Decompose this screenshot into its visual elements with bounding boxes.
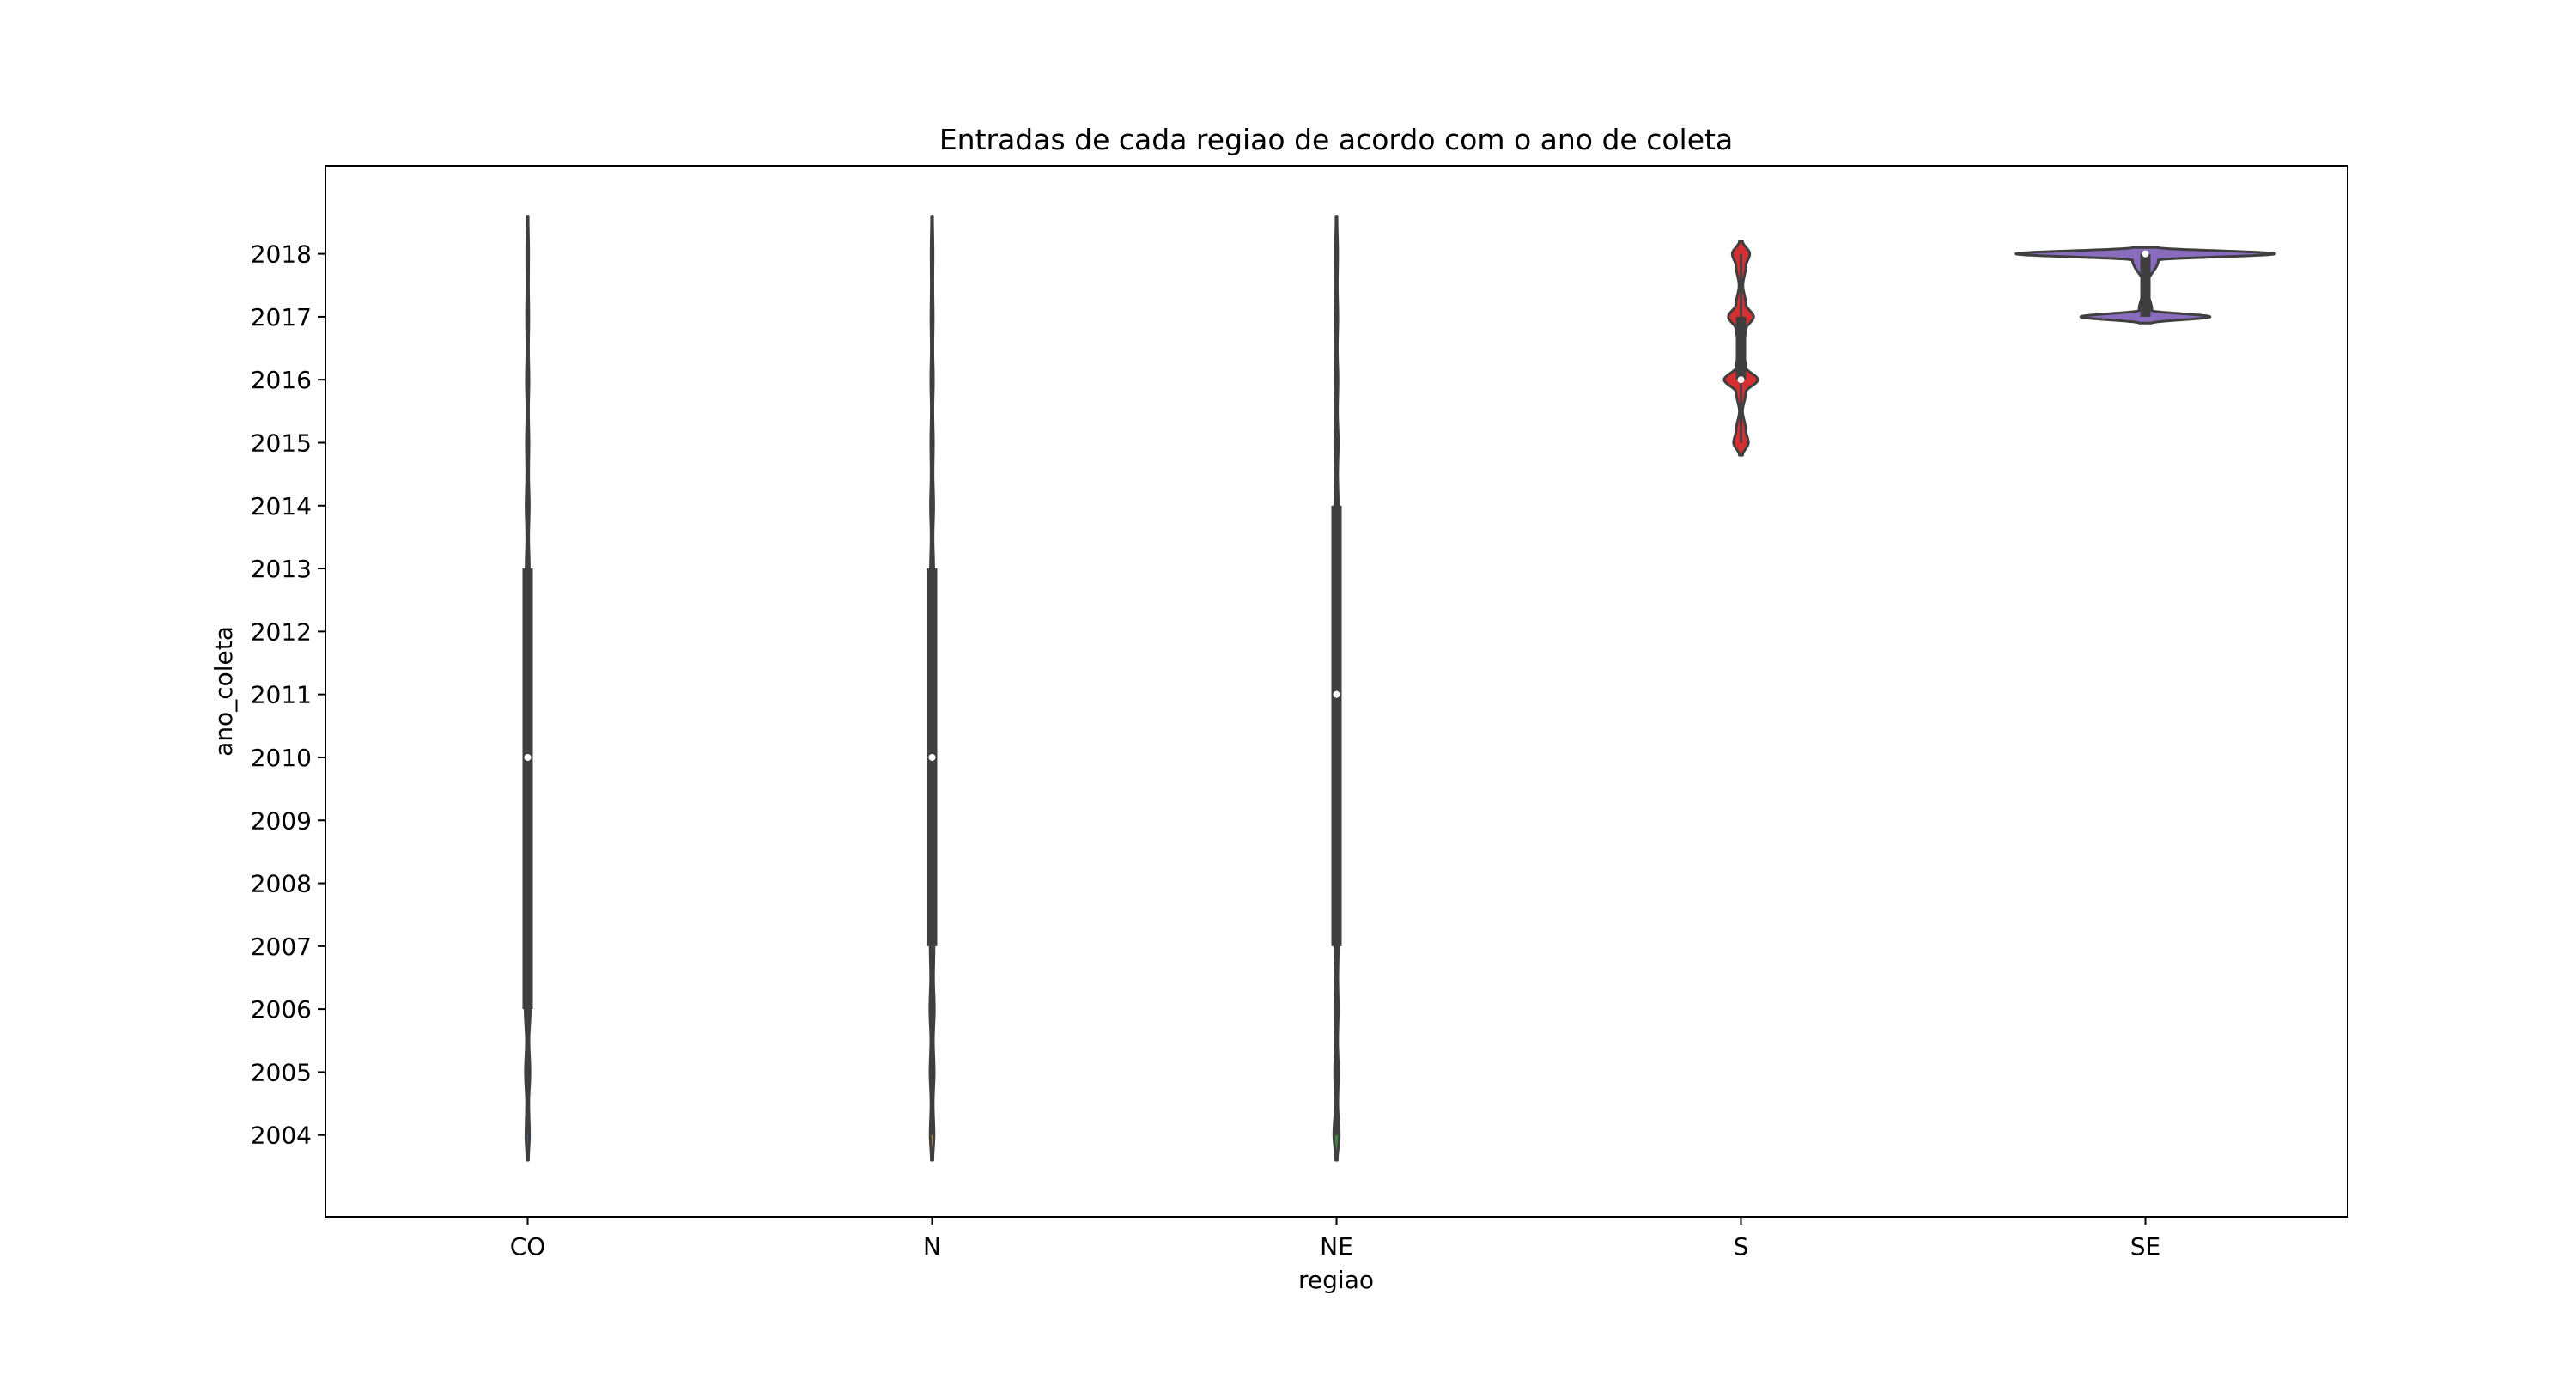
violin-median xyxy=(1333,690,1340,698)
y-tick-label: 2005 xyxy=(251,1058,312,1086)
violin-median xyxy=(524,753,532,761)
y-axis: 2004 2005 2006 2007 2008 2009 2010 2011 2012 2013… xyxy=(251,240,325,1150)
x-tick-label-ne: NE xyxy=(1320,1232,1353,1261)
violin-ne xyxy=(1331,215,1342,1162)
violin-iqr-box xyxy=(2140,253,2151,317)
y-tick-label: 2013 xyxy=(251,555,312,583)
violin-n xyxy=(927,215,938,1162)
y-axis-label: ano_coleta xyxy=(210,626,238,757)
violin-iqr-box xyxy=(1331,505,1342,946)
violin-se xyxy=(2014,246,2276,325)
y-tick-label: 2015 xyxy=(251,429,312,457)
y-tick-label: 2014 xyxy=(251,492,312,520)
chart-title: Entradas de cada regiao de acordo com o … xyxy=(939,123,1733,156)
violin-median xyxy=(928,753,936,761)
y-tick-label: 2018 xyxy=(251,240,312,269)
x-tick-label-s: S xyxy=(1734,1232,1749,1261)
violin-s xyxy=(1722,240,1759,457)
y-tick-label: 2016 xyxy=(251,366,312,394)
x-axis-label: regiao xyxy=(1298,1266,1374,1294)
x-tick-label-co: CO xyxy=(510,1232,546,1261)
y-tick-label: 2010 xyxy=(251,744,312,772)
violin-iqr-box xyxy=(1735,316,1747,380)
violin-median xyxy=(1737,376,1745,384)
y-tick-label: 2006 xyxy=(251,995,312,1024)
violin-co xyxy=(522,215,533,1162)
x-axis: CO N NE S SE xyxy=(510,1217,2160,1261)
y-tick-label: 2009 xyxy=(251,806,312,835)
y-tick-label: 2011 xyxy=(251,681,312,709)
violins-layer xyxy=(522,215,2276,1162)
y-tick-label: 2007 xyxy=(251,933,312,961)
y-tick-label: 2012 xyxy=(251,617,312,646)
y-tick-label: 2017 xyxy=(251,303,312,331)
violin-median xyxy=(2142,250,2149,258)
x-tick-label-se: SE xyxy=(2130,1232,2160,1261)
x-tick-label-n: N xyxy=(923,1232,941,1261)
y-tick-label: 2008 xyxy=(251,870,312,898)
y-tick-label: 2004 xyxy=(251,1122,312,1150)
violin-iqr-box xyxy=(522,568,533,1010)
